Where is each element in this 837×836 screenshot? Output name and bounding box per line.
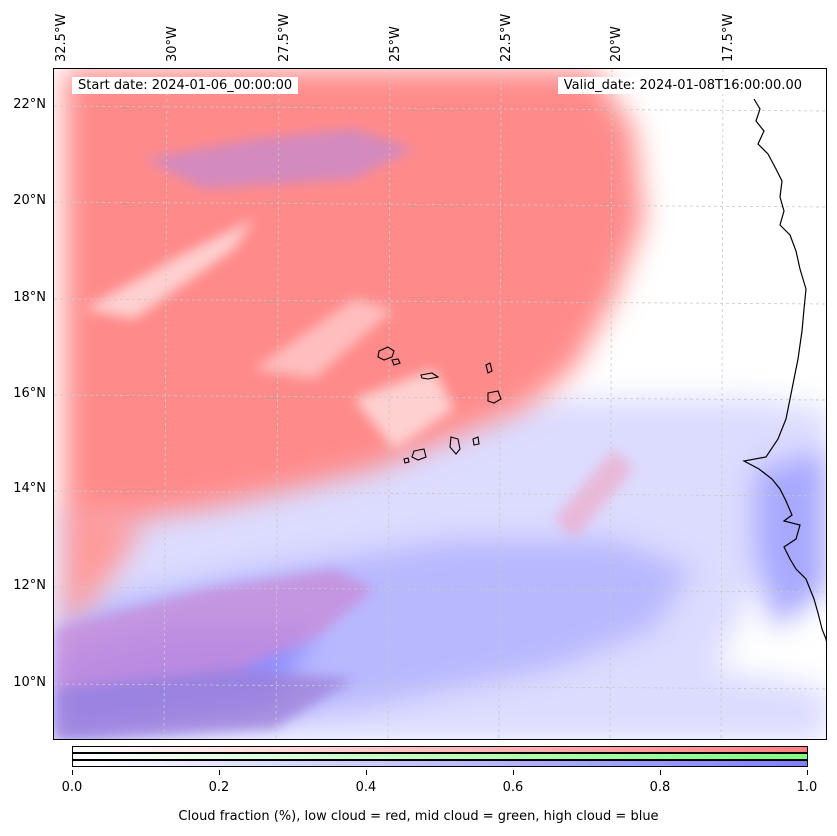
lat-tick-label: 18°N [13,290,46,305]
colorbar-low-cloud [72,746,808,753]
lat-tick-label: 20°N [13,193,46,208]
colorbar-tickmark [660,770,661,775]
colorbar-tickmark [807,770,808,775]
lon-tick-label: 25°W [388,26,403,62]
lat-tick-label: 16°N [13,386,46,401]
colorbar-tick-label: 1.0 [796,780,818,795]
colorbar-tick-label: 0.0 [61,780,83,795]
colorbar-tick-label: 0.6 [502,780,524,795]
africa-coastline [742,98,826,643]
colorbar-high-cloud [72,760,808,767]
lon-tick-label: 20°W [609,26,624,62]
lon-tick-label: 22.5°W [499,13,514,62]
lat-tick-label: 12°N [13,578,46,593]
colorbar-caption: Cloud fraction (%), low cloud = red, mid… [178,809,659,824]
colorbar-tickmark [513,770,514,775]
valid-date-label: Valid_date: 2024-01-08T16:00:00.00 [557,77,808,94]
colorbar-tick-label: 0.8 [649,780,671,795]
lat-tick-label: 10°N [13,675,46,690]
colorbar-mid-cloud [72,753,808,760]
colorbar-tickmark [366,770,367,775]
cape-verde-islands [377,346,502,464]
colorbar-tickmark [219,770,220,775]
colorbar-tick-label: 0.2 [208,780,230,795]
lon-tick-label: 27.5°W [277,13,292,62]
colorbar-tickmark [72,770,73,775]
start-date-label: Start date: 2024-01-06_00:00:00 [72,77,299,94]
cloud-fraction-map [53,68,827,740]
cloud-streaks [84,219,634,539]
lat-tick-label: 14°N [13,481,46,496]
lon-tick-label: 30°W [165,26,180,62]
mixed-cloud-layer [54,129,414,739]
lon-tick-label: 17.5°W [721,13,736,62]
lon-tick-label: 32.5°W [54,13,69,62]
colorbar-tick-label: 0.4 [355,780,377,795]
lat-tick-label: 22°N [13,97,46,112]
graticule [54,69,826,739]
